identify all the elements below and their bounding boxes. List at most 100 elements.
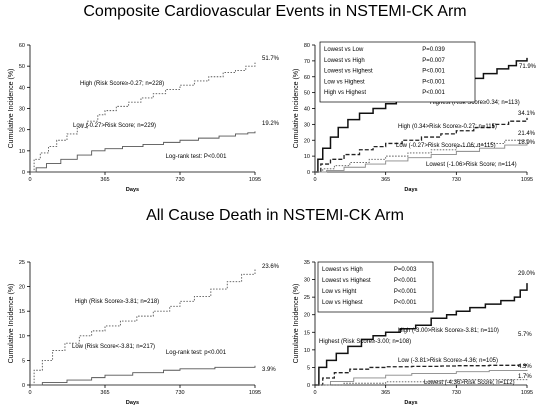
y-axis-label: Cumulative Incidence (%) — [293, 284, 300, 364]
chart-top-left: 0 10 20 30 40 50 60 0 365 730 1095 Days Cumulative I… — [8, 43, 280, 193]
series-end-value: 21.4% — [518, 131, 536, 137]
pvalue-comparison: Low vs Highest — [324, 79, 365, 85]
series-end-value: 29.0% — [518, 271, 536, 277]
series-label: High (0.34>Risk Score≥-0.27; n=115) — [398, 124, 497, 130]
y-tick-label: 0 — [22, 383, 25, 389]
series-end-value: 5.7% — [518, 332, 532, 338]
y-tick-label: 20 — [19, 128, 25, 134]
y-tick-label: 50 — [304, 91, 310, 97]
y-tick-label: 30 — [304, 278, 310, 284]
series-line — [315, 117, 528, 173]
y-tick-label: 20 — [304, 313, 310, 319]
x-axis-label: Days — [404, 400, 417, 406]
y-axis-label: Cumulative Incidence (%) — [293, 69, 300, 149]
y-tick-label: 35 — [304, 260, 310, 266]
series-line — [30, 62, 256, 173]
series-end-value: 19.2% — [262, 121, 280, 127]
y-tick-label: 25 — [19, 260, 25, 266]
x-axis-label: Days — [404, 187, 417, 193]
pvalue-value: P<0.001 — [394, 300, 417, 306]
y-tick-label: 5 — [307, 365, 310, 371]
y-tick-label: 5 — [22, 358, 25, 364]
series-line — [30, 365, 256, 386]
series-line — [30, 268, 256, 386]
series-line — [315, 283, 528, 386]
pvalue-value: P=0.003 — [394, 267, 417, 273]
x-tick-label: 0 — [28, 177, 31, 183]
x-tick-label: 0 — [313, 390, 316, 396]
series-end-value: 23.6% — [262, 264, 280, 270]
y-tick-label: 40 — [19, 85, 25, 91]
series-label: High (-3.00>Risk Score≥-3.81; n=110) — [398, 328, 499, 334]
x-axis-label: Days — [126, 400, 139, 406]
y-tick-label: 10 — [304, 348, 310, 354]
y-tick-label: 0 — [22, 170, 25, 176]
series-label: Lowest (-4.36>Risk Score; n=112) — [424, 380, 515, 386]
pvalue-value: P=0.007 — [422, 58, 445, 64]
series-label: Low (-0.27>Risk Score≥-1.06; n=115) — [396, 143, 496, 149]
series-label: Highest (Risk Score≥-3.00; n=108) — [319, 339, 411, 345]
x-tick-label: 730 — [452, 177, 461, 183]
series-label: Low (-0.27>Risk Score; n=229) — [73, 123, 156, 129]
x-tick-label: 730 — [175, 177, 184, 183]
y-tick-label: 20 — [19, 285, 25, 291]
series-line — [315, 141, 528, 173]
pvalue-value: P<0.001 — [394, 289, 417, 295]
y-tick-label: 0 — [307, 383, 310, 389]
x-tick-label: 365 — [381, 177, 390, 183]
y-tick-label: 15 — [304, 330, 310, 336]
top-section-title: Composite Cardiovascular Events in NSTEM… — [83, 3, 467, 20]
y-tick-label: 50 — [19, 64, 25, 70]
pvalue-value: P<0.001 — [422, 90, 445, 96]
log-rank-annotation: Log-rank test: P<0.001 — [166, 154, 228, 160]
series-end-value: 3.9% — [262, 367, 276, 373]
pvalue-comparison: Low vs Highest — [322, 300, 363, 306]
pvalue-comparison: High vs Highest — [324, 90, 366, 96]
pvalue-box — [317, 261, 434, 313]
pvalue-comparison: Lowest vs Highest — [322, 278, 371, 284]
y-tick-label: 30 — [304, 122, 310, 128]
x-tick-label: 1095 — [249, 390, 261, 396]
pvalue-value: P<0.001 — [394, 278, 417, 284]
x-tick-label: 0 — [313, 177, 316, 183]
pvalue-comparison: Low vs Hight — [322, 289, 357, 295]
x-tick-label: 365 — [100, 390, 109, 396]
x-tick-label: 0 — [28, 390, 31, 396]
y-tick-label: 30 — [19, 107, 25, 113]
y-tick-label: 0 — [307, 170, 310, 176]
series-end-value: 1.7% — [518, 374, 532, 380]
pvalue-comparison: Lowest vs High — [324, 58, 365, 64]
x-tick-label: 1095 — [521, 177, 533, 183]
y-tick-label: 40 — [304, 107, 310, 113]
x-tick-label: 730 — [452, 390, 461, 396]
series-label: Low (-3.81>Risk Score≥-4.36; n=105) — [398, 358, 498, 364]
y-tick-label: 10 — [19, 334, 25, 340]
y-tick-label: 25 — [304, 295, 310, 301]
pvalue-comparison: Lowest vs Low — [324, 47, 364, 53]
y-tick-label: 70 — [304, 59, 310, 65]
y-tick-label: 15 — [19, 309, 25, 315]
series-label: High (Risk Score≥-0.27; n=228) — [80, 81, 164, 87]
series-line — [315, 369, 528, 386]
series-end-value: 51.7% — [262, 56, 280, 62]
x-tick-label: 1095 — [249, 177, 261, 183]
y-tick-label: 10 — [304, 154, 310, 160]
series-label: Highest (Risk Score≥0.34; n=113) — [430, 100, 520, 106]
series-label: High (Risk Score≥-3.81; n=218) — [75, 299, 159, 305]
series-line — [30, 131, 256, 173]
y-tick-label: 60 — [19, 43, 25, 49]
y-tick-label: 60 — [304, 75, 310, 81]
pvalue-value: P<0.001 — [422, 79, 445, 85]
y-axis-label: Cumulative Incidence (%) — [8, 69, 15, 149]
bottom-section-title: All Cause Death in NSTEMI-CK Arm — [146, 207, 404, 224]
chart-bottom-right: 0 5 10 15 20 25 30 35 0 365 730 1095 Days Cumulative … — [293, 260, 536, 406]
x-tick-label: 365 — [100, 177, 109, 183]
pvalue-value: P<0.001 — [422, 69, 445, 75]
series-end-value: 71.9% — [519, 64, 537, 70]
pvalue-value: P=0.039 — [422, 47, 445, 53]
log-rank-annotation: Log-rank test: p<0.001 — [166, 350, 227, 356]
series-end-value: 18.9% — [518, 140, 536, 146]
chart-top-right: 0 10 20 30 40 50 60 70 80 0 365 730 1095 Days Cumulati… — [293, 41, 537, 193]
series-end-value: 4.3% — [518, 364, 532, 370]
